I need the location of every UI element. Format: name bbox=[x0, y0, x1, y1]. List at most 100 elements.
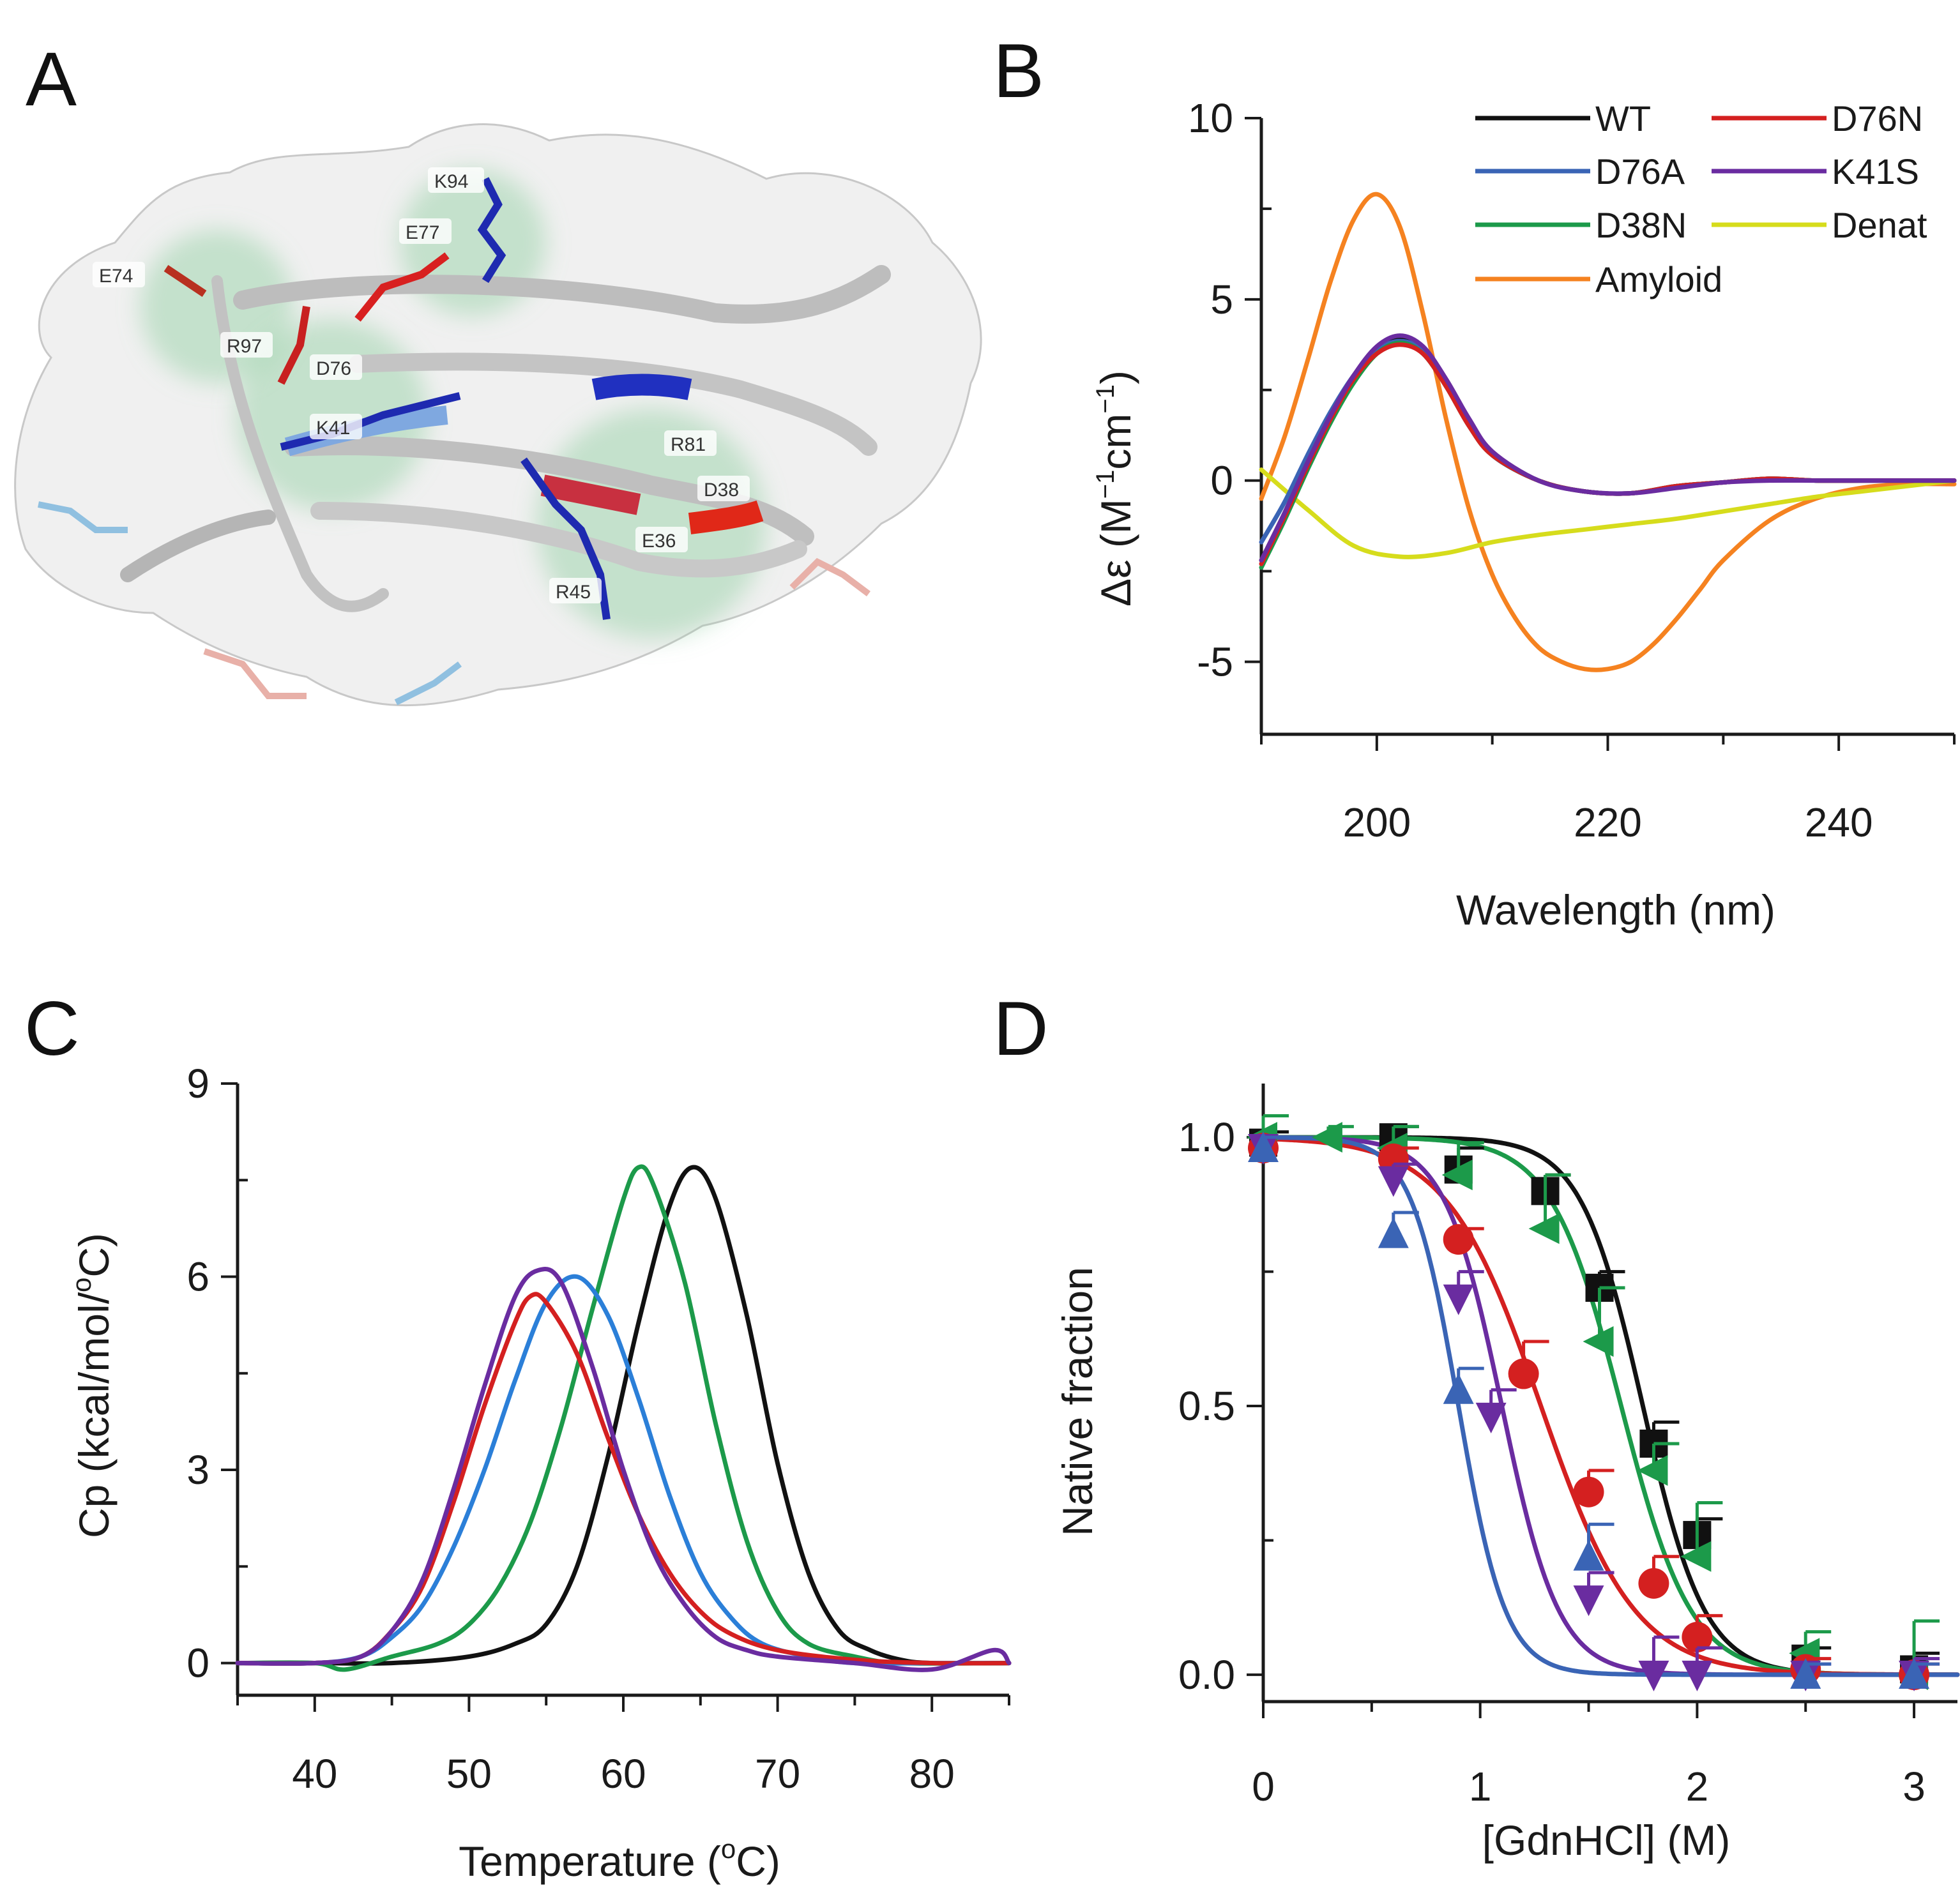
c-x-title-sup: o bbox=[721, 1834, 736, 1864]
legend-label-k41s: K41S bbox=[1832, 151, 1919, 192]
d-fit-curve bbox=[1261, 1135, 1960, 1677]
d-x-axis-title: [GdnHCl] (M) bbox=[1482, 1817, 1731, 1864]
c-x-tick-label: 40 bbox=[292, 1751, 337, 1797]
c-x-tick-label: 50 bbox=[446, 1751, 492, 1797]
c-series-line bbox=[235, 1165, 1012, 1666]
panel-letter-d: D bbox=[993, 986, 1049, 1071]
c-x-tick-label: 80 bbox=[909, 1751, 955, 1797]
d-data-point bbox=[1573, 1539, 1604, 1571]
panel-d: D 0 1 2 3 0.0 0.5 1.0 [GdnHCl] (M) Native frac… bbox=[993, 986, 1960, 1864]
side-chain-red bbox=[163, 265, 207, 297]
d-data-point bbox=[1790, 1658, 1821, 1689]
d-x-tick-label: 1 bbox=[1469, 1764, 1492, 1810]
d-data-point bbox=[1311, 1122, 1342, 1153]
side-chain-light bbox=[789, 557, 870, 596]
side-chain-light bbox=[38, 501, 128, 533]
residue-label: D76 bbox=[316, 358, 351, 379]
residue-label: E36 bbox=[642, 531, 676, 552]
d-data-point bbox=[1680, 1541, 1712, 1572]
d-data-point bbox=[1573, 1585, 1604, 1617]
b-x-tick-label: 240 bbox=[1805, 799, 1873, 845]
side-chain-red bbox=[277, 306, 310, 385]
c-x-tick-label: 60 bbox=[600, 1751, 646, 1797]
panel-letter-a: A bbox=[26, 36, 77, 122]
ribbon-loop bbox=[120, 510, 276, 582]
ribbon-loop bbox=[211, 275, 389, 612]
b-y-tick-label: 10 bbox=[1188, 95, 1233, 141]
c-series-line bbox=[235, 1267, 1012, 1672]
side-chain-red bbox=[354, 252, 450, 322]
d-fit-curve bbox=[1261, 1137, 1960, 1677]
c-y-axis-title: Cp (kcal/mol/oC) bbox=[66, 1233, 118, 1538]
b-y-title-main: Δε (M bbox=[1092, 499, 1139, 607]
c-y-title-sup: o bbox=[66, 1278, 96, 1292]
d-y-tick-label: 1.0 bbox=[1178, 1114, 1235, 1160]
d-fit-curve bbox=[1261, 1135, 1960, 1677]
b-y-title-sup2: −1 bbox=[1091, 384, 1120, 414]
b-series-line-d38n bbox=[1259, 340, 1957, 570]
side-chain-blue bbox=[520, 457, 611, 620]
d-data-point bbox=[1441, 1160, 1473, 1191]
d-data-point bbox=[1573, 1476, 1604, 1508]
residue-label: K41 bbox=[316, 418, 350, 439]
side-chain-blue bbox=[477, 177, 506, 283]
d-data-point bbox=[1638, 1568, 1669, 1599]
d-data-point bbox=[1899, 1658, 1930, 1689]
residue-label: R97 bbox=[227, 336, 262, 357]
b-series-line-d76a bbox=[1259, 338, 1957, 545]
d-data-point bbox=[1508, 1358, 1539, 1389]
b-y-title-end: ) bbox=[1092, 370, 1139, 384]
panel-letter-b: B bbox=[993, 28, 1044, 114]
d-data-point bbox=[1378, 1166, 1409, 1197]
b-series-line-d76n bbox=[1259, 342, 1957, 566]
d-data-point bbox=[1638, 1660, 1669, 1691]
residue-labels: K94 E77 E74 R97 D76 K41 R81 D38 E36 R45 bbox=[93, 167, 750, 603]
panel-letter-c: C bbox=[24, 986, 80, 1071]
c-y-tick-label: 6 bbox=[186, 1254, 209, 1300]
legend-label-denat: Denat bbox=[1832, 205, 1927, 245]
c-x-title-main: Temperature ( bbox=[459, 1838, 721, 1885]
d-data-point bbox=[1443, 1373, 1474, 1404]
d-y-tick-label: 0.0 bbox=[1178, 1652, 1235, 1698]
b-series-line-denat bbox=[1259, 467, 1957, 559]
legend-label-d38n: D38N bbox=[1595, 205, 1687, 245]
legend-label-d76n: D76N bbox=[1832, 98, 1923, 139]
cd-spectrum-chart: 200 220 240 10 5 0 -5 bbox=[1188, 95, 1957, 845]
d-x-tick-label: 0 bbox=[1252, 1764, 1275, 1810]
side-chain-light bbox=[203, 648, 307, 699]
b-x-axis-title: Wavelength (nm) bbox=[1456, 886, 1775, 933]
ribbon-segment-red bbox=[540, 474, 641, 515]
b-legend: WT D76N D76A K41S D38N Denat Amyloid bbox=[1475, 98, 1927, 299]
d-fit-curve bbox=[1261, 1135, 1960, 1677]
side-chain-light bbox=[394, 661, 462, 706]
b-x-tick-label: 200 bbox=[1342, 799, 1411, 845]
residue-label: R81 bbox=[671, 434, 706, 455]
c-y-tick-label: 3 bbox=[186, 1447, 209, 1493]
d-data-point bbox=[1682, 1621, 1713, 1652]
d-x-tick-label: 3 bbox=[1903, 1764, 1926, 1810]
denaturation-chart: 0 1 2 3 0.0 0.5 1.0 bbox=[1178, 1084, 1960, 1810]
residue-label: E74 bbox=[99, 266, 133, 287]
d-data-point bbox=[1583, 1326, 1614, 1357]
d-data-point bbox=[1637, 1455, 1668, 1486]
b-y-title-mid: cm bbox=[1092, 414, 1139, 470]
b-x-tick-label: 220 bbox=[1574, 799, 1642, 845]
residue-label: K94 bbox=[434, 171, 468, 192]
d-data-point bbox=[1528, 1213, 1560, 1244]
c-x-tick-label: 70 bbox=[755, 1751, 800, 1797]
d-data-point bbox=[1682, 1660, 1713, 1691]
legend-label-wt: WT bbox=[1595, 98, 1651, 139]
ribbon-strand bbox=[233, 265, 891, 324]
b-series-line-k41s bbox=[1259, 333, 1957, 563]
d-data-point bbox=[1248, 1131, 1279, 1163]
b-y-axis-title: Δε (M−1cm−1) bbox=[1091, 370, 1139, 607]
c-x-axis-title: Temperature (oC) bbox=[459, 1834, 780, 1885]
c-y-tick-label: 9 bbox=[186, 1061, 209, 1107]
dsc-chart: 40 50 60 70 80 0 3 6 9 bbox=[186, 1061, 1012, 1797]
residue-label: R45 bbox=[556, 582, 591, 603]
ribbon-strand bbox=[310, 502, 807, 578]
c-y-title-main: Cp (kcal/mol/ bbox=[70, 1292, 118, 1538]
legend-label-amyloid: Amyloid bbox=[1595, 259, 1722, 299]
b-y-tick-label: 0 bbox=[1210, 458, 1233, 504]
